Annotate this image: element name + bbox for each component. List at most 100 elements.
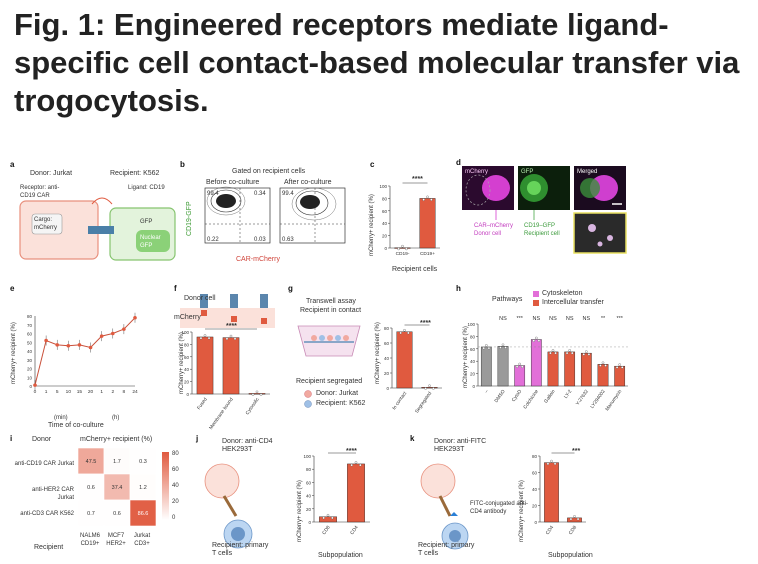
c-sig: **** (412, 176, 423, 183)
e-point (55, 343, 60, 347)
j-point (359, 463, 362, 467)
i-scale-20: 20 (172, 499, 179, 505)
h-category-label: Y-27632 (575, 388, 590, 406)
k-category-label: CD4 (545, 524, 556, 536)
g-bar (396, 331, 413, 389)
i-scale-40: 40 (172, 483, 179, 489)
e-ytick-label: 10 (27, 375, 33, 380)
b-before-label: Before co-culture (206, 179, 260, 186)
f-point (251, 393, 255, 396)
k-point (573, 515, 576, 518)
panel-letter-i: i (10, 434, 13, 443)
h-bar (614, 365, 626, 387)
e-xtick-label: 24 (132, 389, 138, 395)
h-bar (564, 351, 576, 387)
e-point (77, 343, 82, 347)
e-point (44, 338, 48, 343)
h-legend-transfer: Intercellular transfer (542, 299, 604, 306)
j-point (350, 463, 353, 467)
h-bar (580, 352, 592, 387)
f-ytick-label: 40 (184, 367, 190, 372)
j-ytick-label: 100 (303, 454, 311, 459)
c-bar (394, 247, 411, 249)
e-ytick-label: 80 (27, 314, 33, 319)
f-point (233, 337, 237, 341)
h-point (485, 344, 488, 347)
d-ch2-label: GFP (521, 169, 534, 175)
f-point (199, 336, 203, 340)
nucleus-shape (136, 230, 170, 252)
g-ytick-label: 80 (384, 326, 390, 331)
h-point (615, 366, 619, 369)
k-ytick-label: 20 (532, 504, 538, 509)
f-ytick-label: 80 (184, 342, 190, 347)
h-point (621, 366, 624, 369)
c-point (430, 198, 433, 201)
g-point (407, 331, 410, 335)
h-bar (480, 346, 492, 387)
panel-letter-c: c (370, 160, 375, 169)
j-point (322, 516, 325, 520)
h-sig-label: *** (616, 316, 623, 322)
image-inset (573, 212, 627, 254)
c-point (405, 247, 408, 251)
panel-f-schematic (180, 294, 275, 328)
e-point (88, 345, 93, 350)
b-q-after-1: 99.4 (282, 191, 294, 197)
g-contact-label: Recipient in contact (300, 307, 362, 314)
h-point (618, 363, 621, 366)
panel-letter-d: d (456, 158, 461, 167)
i-col-3: Jurkat CD3+ (133, 533, 151, 547)
e-point (66, 343, 71, 348)
b-after-label: After co-culture (284, 179, 332, 186)
f-mcherry-label: mCherry (174, 314, 201, 321)
f-sig: **** (226, 323, 237, 330)
f-point (255, 390, 259, 394)
h-category-label: LY294002 (589, 388, 606, 409)
k-xlabel: Subpopulation (548, 552, 593, 559)
g-category-label: In contact (391, 390, 408, 411)
f-bar (222, 337, 240, 395)
panel-j-schematic (204, 463, 253, 549)
b-xlabel: CAR-mCherry (236, 256, 280, 263)
h-point (604, 364, 607, 367)
heatmap-cell (129, 473, 157, 501)
g-assay-label: Transwell assay (306, 298, 356, 305)
heatmap-cell (77, 473, 105, 501)
h-category-label: LY-2 (563, 388, 573, 399)
panel-letter-e: e (10, 284, 15, 293)
h-category-label: DMSO (493, 388, 506, 403)
c-point (422, 198, 425, 201)
heatmap-cell (77, 447, 105, 475)
h-pathways-label: Pathways (492, 296, 523, 303)
g-recipient-legend: Recipient: K562 (316, 400, 366, 407)
f-point (229, 334, 233, 338)
e-xtick-label: 1 (100, 389, 103, 395)
h-point (501, 343, 505, 347)
k-bar (544, 462, 559, 523)
f-donor-label: Donor cell (184, 295, 216, 302)
c-ytick-label: 60 (382, 209, 388, 214)
h-category-label: Colchicine (522, 388, 540, 410)
heatmap-value: 0.6 (87, 485, 95, 491)
j-ylabel: mCherry+ recipient (%) (297, 480, 303, 542)
e-ylabel: mCherry+ recipient (%) (11, 322, 17, 384)
f-point (225, 337, 229, 341)
receptor-ligand (88, 226, 114, 234)
j-donor-label: Donor: anti-CD4 HEK293T (222, 438, 273, 453)
c-ytick-label: 80 (382, 196, 388, 201)
h-point (549, 351, 552, 355)
b-q-before-4: 0.03 (254, 237, 266, 243)
h-point (585, 350, 588, 353)
g-point (428, 384, 431, 387)
g-ytick-label: 0 (386, 386, 389, 391)
k-ylabel: mCherry+ recipient (%) (519, 480, 525, 542)
f-bar (196, 336, 214, 395)
f-category-label: Fused (196, 396, 209, 411)
b-q-after-3: 0.63 (282, 237, 294, 243)
e-point (110, 331, 115, 336)
k-point (576, 517, 580, 521)
figure-title: Fig. 1: Engineered receptors mediate lig… (14, 7, 740, 118)
g-point (399, 331, 402, 335)
k-category-label: CD8 (568, 524, 579, 536)
